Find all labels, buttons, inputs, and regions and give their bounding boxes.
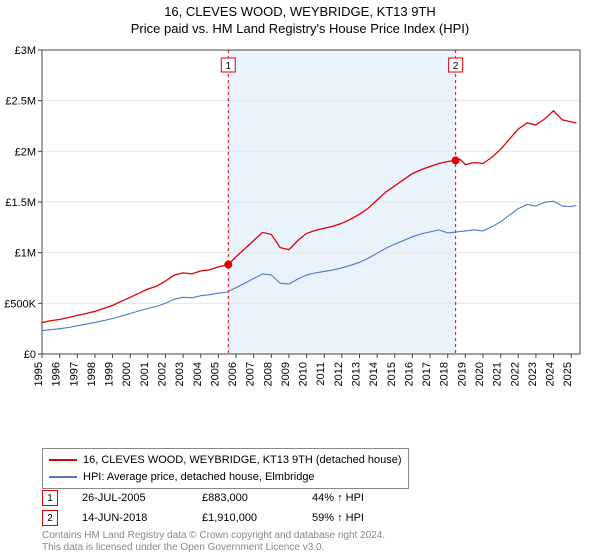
svg-text:£1M: £1M (15, 248, 36, 260)
svg-text:2014: 2014 (368, 362, 380, 386)
legend-label: 16, CLEVES WOOD, WEYBRIDGE, KT13 9TH (de… (83, 452, 402, 469)
svg-text:2005: 2005 (209, 362, 221, 386)
price-chart: 1219951996199719981999200020012002200320… (42, 44, 586, 406)
title-address: 16, CLEVES WOOD, WEYBRIDGE, KT13 9TH (0, 4, 600, 19)
transaction-marker: 2 (42, 510, 58, 526)
title-subtitle: Price paid vs. HM Land Registry's House … (0, 21, 600, 36)
legend-label: HPI: Average price, detached house, Elmb… (83, 469, 315, 486)
transaction-price: £1,910,000 (202, 512, 312, 524)
legend-item: HPI: Average price, detached house, Elmb… (49, 469, 402, 486)
svg-text:2006: 2006 (227, 362, 239, 386)
svg-text:£500K: £500K (4, 298, 36, 310)
transaction-date: 14-JUN-2018 (82, 512, 202, 524)
svg-text:2021: 2021 (492, 362, 504, 386)
legend: 16, CLEVES WOOD, WEYBRIDGE, KT13 9TH (de… (42, 448, 409, 489)
svg-text:2013: 2013 (351, 362, 363, 386)
transactions-table: 1 26-JUL-2005 £883,000 44% ↑ HPI 2 14-JU… (42, 488, 392, 528)
svg-text:2019: 2019 (456, 362, 468, 386)
svg-text:1995: 1995 (33, 362, 45, 386)
legend-swatch (49, 476, 77, 478)
svg-text:2015: 2015 (386, 362, 398, 386)
svg-text:2016: 2016 (403, 362, 415, 386)
svg-text:£0: £0 (24, 349, 36, 361)
footer-line: Contains HM Land Registry data © Crown c… (42, 530, 385, 542)
svg-text:2022: 2022 (509, 362, 521, 386)
svg-text:2000: 2000 (121, 362, 133, 386)
svg-text:2007: 2007 (245, 362, 257, 386)
svg-text:2002: 2002 (156, 362, 168, 386)
svg-text:1997: 1997 (68, 362, 80, 386)
transaction-price: £883,000 (202, 492, 312, 504)
svg-text:2023: 2023 (527, 362, 539, 386)
svg-text:£1.5M: £1.5M (5, 197, 36, 209)
svg-text:2017: 2017 (421, 362, 433, 386)
svg-text:1: 1 (225, 61, 231, 72)
svg-text:£2M: £2M (15, 146, 36, 158)
svg-text:£2.5M: £2.5M (5, 96, 36, 108)
svg-text:2009: 2009 (280, 362, 292, 386)
svg-text:2010: 2010 (298, 362, 310, 386)
footer-line: This data is licensed under the Open Gov… (42, 542, 385, 554)
footer: Contains HM Land Registry data © Crown c… (42, 530, 385, 554)
svg-text:1999: 1999 (104, 362, 116, 386)
transaction-marker: 1 (42, 490, 58, 506)
svg-text:2011: 2011 (315, 362, 327, 386)
svg-text:2020: 2020 (474, 362, 486, 386)
svg-text:2001: 2001 (139, 362, 151, 386)
transaction-pct: 59% ↑ HPI (312, 512, 392, 524)
svg-text:2004: 2004 (192, 362, 204, 386)
svg-text:2: 2 (453, 61, 459, 72)
legend-item: 16, CLEVES WOOD, WEYBRIDGE, KT13 9TH (de… (49, 452, 402, 469)
transaction-row: 2 14-JUN-2018 £1,910,000 59% ↑ HPI (42, 508, 392, 528)
svg-text:£3M: £3M (15, 45, 36, 57)
transaction-row: 1 26-JUL-2005 £883,000 44% ↑ HPI (42, 488, 392, 508)
svg-text:2008: 2008 (262, 362, 274, 386)
svg-text:2024: 2024 (545, 362, 557, 386)
svg-text:2003: 2003 (174, 362, 186, 386)
svg-text:2012: 2012 (333, 362, 345, 386)
svg-text:1998: 1998 (86, 362, 98, 386)
svg-text:1996: 1996 (51, 362, 63, 386)
legend-swatch (49, 459, 77, 461)
svg-text:2018: 2018 (439, 362, 451, 386)
transaction-date: 26-JUL-2005 (82, 492, 202, 504)
svg-text:2025: 2025 (562, 362, 574, 386)
transaction-pct: 44% ↑ HPI (312, 492, 392, 504)
